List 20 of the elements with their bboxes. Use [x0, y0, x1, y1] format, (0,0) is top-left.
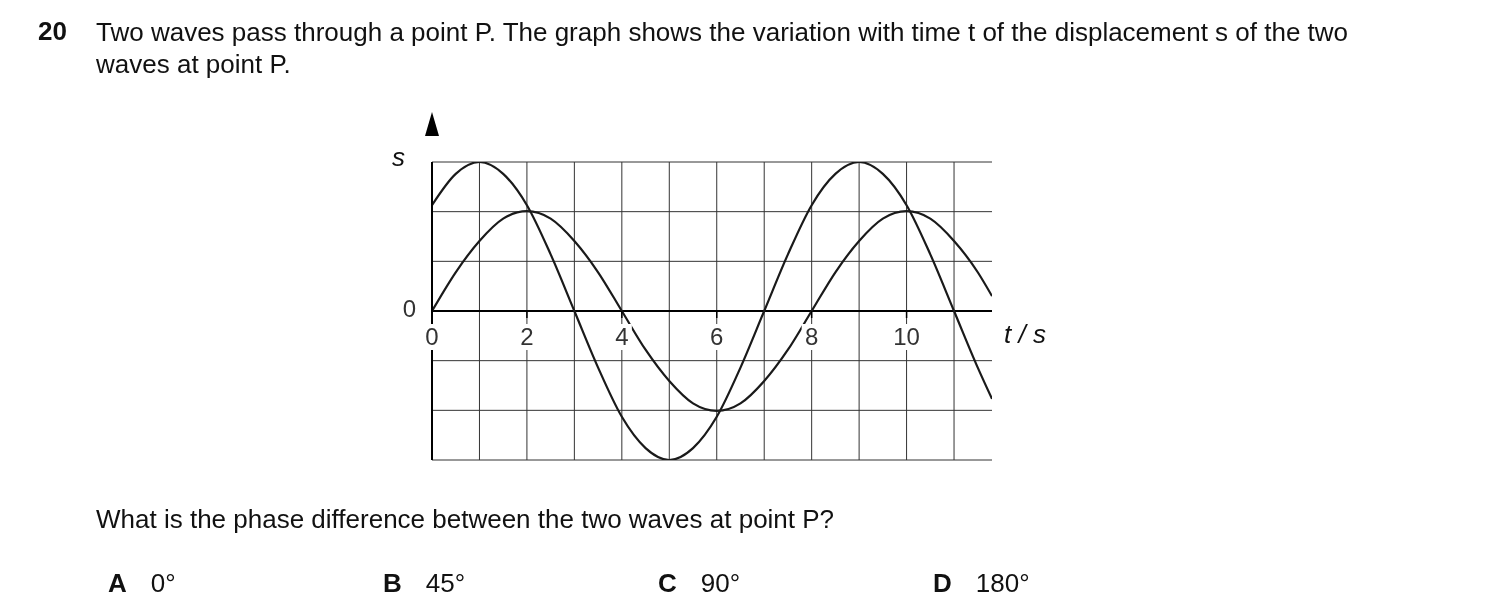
x-tick-label: 10: [893, 323, 920, 350]
x-axis-title: t / s: [1004, 319, 1046, 350]
text: A: [108, 568, 127, 598]
text: C: [658, 568, 677, 598]
text: 0°: [150, 568, 176, 598]
x-tick-label: 2: [520, 323, 534, 350]
text: 20: [38, 16, 67, 47]
text: 90°: [700, 568, 741, 598]
y-axis-title: s: [392, 142, 405, 173]
text: B: [383, 568, 402, 598]
chart-title: Two waves pass through a point P. The graph shows the variation with time t of the displacement s of the two waves at point P.: [96, 16, 1350, 80]
text: 180°: [975, 568, 1030, 598]
text: What is the phase difference between the two waves at point P?: [96, 504, 835, 535]
text: 0: [401, 295, 416, 323]
x-tick-label: 0: [425, 323, 439, 350]
text: D: [933, 568, 952, 598]
x-tick-label: 8: [804, 323, 819, 350]
text: 45°: [425, 568, 466, 598]
x-tick-label: 4: [615, 323, 629, 350]
x-tick-label: 6: [710, 323, 724, 350]
